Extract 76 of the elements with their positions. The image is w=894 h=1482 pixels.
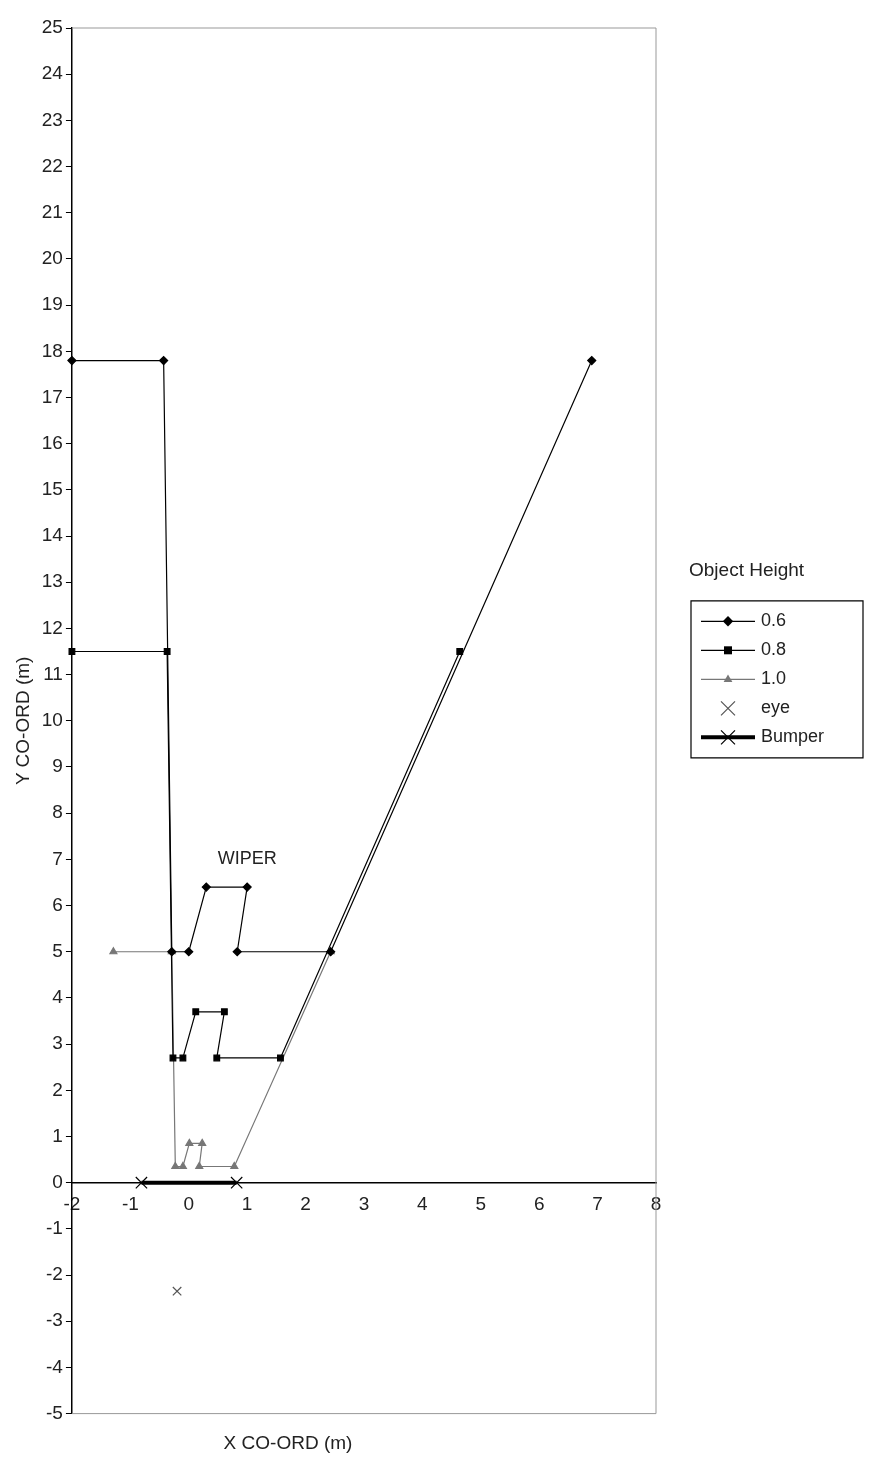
y-tick-label: 12	[41, 616, 63, 638]
y-tick-label: 0	[52, 1170, 63, 1192]
y-tick-label: 18	[41, 339, 63, 361]
x-tick-label: 8	[650, 1193, 662, 1215]
point	[163, 648, 171, 655]
x-tick-label: -1	[121, 1193, 139, 1215]
y-tick-label: 6	[52, 893, 63, 915]
legend-label: 0.6	[761, 610, 787, 631]
legend-label: 0.8	[761, 639, 787, 660]
y-tick-label: 25	[41, 16, 63, 38]
point	[172, 1286, 182, 1297]
point	[178, 1161, 187, 1170]
y-tick-label: -3	[46, 1309, 63, 1331]
point	[230, 1161, 239, 1170]
x-tick-label: 0	[183, 1193, 195, 1215]
y-tick-label: 5	[52, 939, 63, 961]
point	[192, 1008, 200, 1016]
y-tick-label: 2	[52, 1078, 63, 1100]
y-tick-label: 21	[41, 200, 63, 222]
point	[232, 947, 242, 957]
point	[68, 648, 76, 655]
y-tick-label: 3	[52, 1032, 63, 1054]
x-tick-label: 1	[241, 1193, 253, 1215]
point	[277, 1054, 284, 1062]
y-tick-label: 19	[41, 293, 63, 315]
point	[171, 1161, 180, 1170]
annotation: WIPER	[217, 848, 277, 869]
legend-label: Bumper	[761, 726, 825, 747]
y-tick-label: -4	[46, 1355, 64, 1377]
y-tick-label: 23	[41, 108, 63, 130]
point	[179, 1054, 187, 1062]
x-tick-label: 2	[300, 1193, 311, 1215]
point	[456, 648, 464, 655]
y-tick-label: 11	[43, 662, 63, 684]
y-tick-label: 14	[41, 524, 64, 546]
y-tick-label: 22	[41, 154, 63, 176]
x-tick-label: 6	[533, 1193, 545, 1215]
y-tick-label: 8	[52, 801, 63, 823]
point	[67, 355, 77, 366]
point	[230, 1176, 243, 1189]
point	[220, 1008, 228, 1016]
point	[169, 1054, 177, 1062]
y-tick-label: 20	[41, 247, 63, 269]
y-tick-label: 10	[41, 709, 63, 731]
point	[109, 947, 118, 955]
point	[184, 947, 194, 957]
x-tick-label: 7	[592, 1193, 603, 1215]
legend-label: 1.0	[761, 668, 787, 689]
x-tick-label: 3	[358, 1193, 370, 1215]
point	[198, 1138, 207, 1147]
point	[135, 1176, 148, 1189]
y-tick-label: -1	[46, 1217, 63, 1239]
y-tick-label: 24	[41, 62, 64, 84]
point	[242, 882, 252, 892]
legend-label: eye	[761, 697, 791, 718]
x-tick-label: 5	[475, 1193, 487, 1215]
point	[213, 1054, 221, 1062]
y-tick-label: 4	[52, 986, 64, 1008]
legend-title: Object Height	[689, 559, 805, 581]
y-tick-label: 16	[41, 431, 63, 453]
point	[201, 882, 211, 892]
point	[185, 1138, 194, 1147]
y-tick-label: 17	[41, 385, 63, 407]
x-axis-title: X CO-ORD (m)	[222, 1432, 354, 1454]
point	[159, 355, 169, 366]
point	[195, 1161, 204, 1170]
x-tick-label: 4	[417, 1193, 429, 1215]
point	[587, 355, 597, 366]
y-tick-label: 13	[41, 570, 63, 592]
y-axis-title: Y CO-ORD (m)	[11, 656, 33, 786]
y-tick-label: -2	[46, 1263, 63, 1285]
y-tick-label: 1	[52, 1124, 63, 1146]
y-tick-label: 7	[52, 847, 63, 869]
y-tick-label: -5	[46, 1401, 63, 1423]
y-tick-label: 9	[52, 755, 63, 777]
y-tick-label: 15	[41, 478, 63, 500]
